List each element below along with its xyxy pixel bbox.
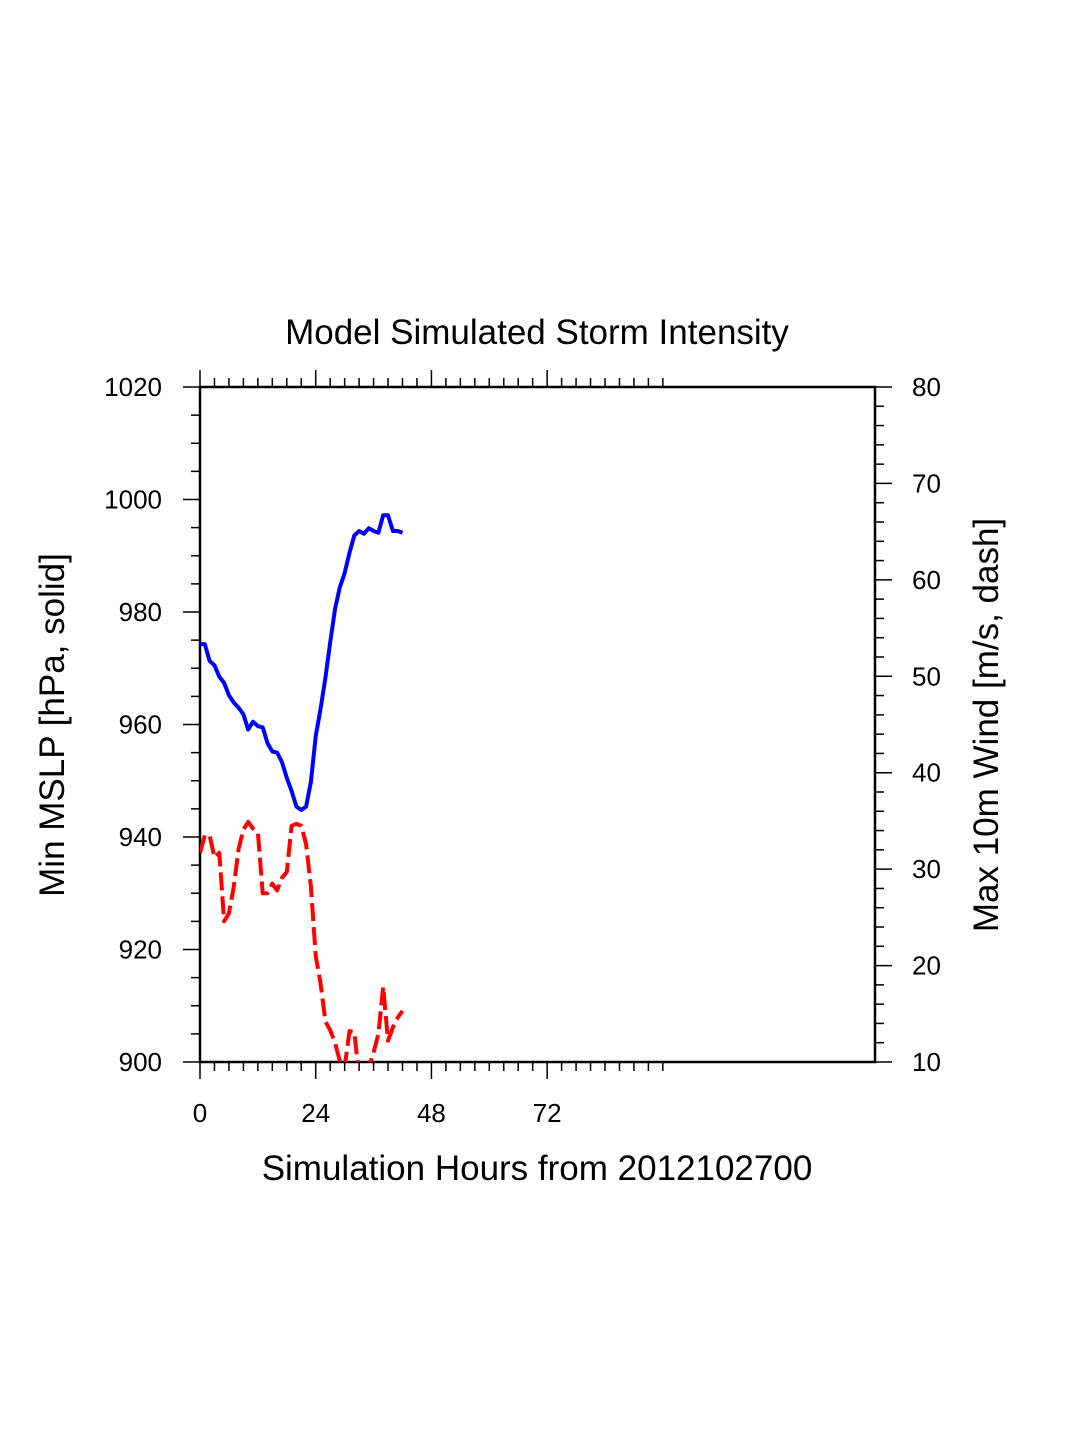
y-right-tick-label: 30 <box>912 854 941 884</box>
y-left-tick-label: 960 <box>119 710 162 740</box>
x-tick-label: 72 <box>533 1098 562 1128</box>
x-tick-label: 24 <box>301 1098 330 1128</box>
y-left-tick-label: 980 <box>119 597 162 627</box>
x-axis-label: Simulation Hours from 2012102700 <box>262 1149 813 1188</box>
y-right-tick-label: 50 <box>912 661 941 691</box>
y-axis-label-right: Max 10m Wind [m/s, dash] <box>967 518 1006 932</box>
y-right-tick-label: 40 <box>912 758 941 788</box>
plot-frame <box>198 385 877 1064</box>
y-left-tick-label: 1000 <box>104 485 162 515</box>
tick-labels: 0 24 48 72900920940960980100010201020304050… <box>104 372 941 1128</box>
x-tick-label: 0 <box>193 1098 207 1128</box>
y-right-tick-label: 80 <box>912 372 941 402</box>
y-left-tick-label: 900 <box>119 1047 162 1077</box>
mslp-series-line <box>200 513 404 812</box>
data-series <box>200 513 405 1062</box>
wind-series-line <box>200 819 405 1062</box>
axis-ticks <box>183 370 892 1079</box>
y-right-tick-label: 60 <box>912 565 941 595</box>
y-left-tick-label: 1020 <box>104 372 162 402</box>
y-left-tick-label: 920 <box>119 935 162 965</box>
y-right-tick-label: 10 <box>912 1047 941 1077</box>
y-left-tick-label: 940 <box>119 822 162 852</box>
chart-title: Model Simulated Storm Intensity <box>285 313 789 352</box>
y-right-tick-label: 20 <box>912 951 941 981</box>
x-tick-label: 48 <box>417 1098 446 1128</box>
y-axis-label-left: Min MSLP [hPa, solid] <box>33 553 72 897</box>
y-right-tick-label: 70 <box>912 468 941 498</box>
